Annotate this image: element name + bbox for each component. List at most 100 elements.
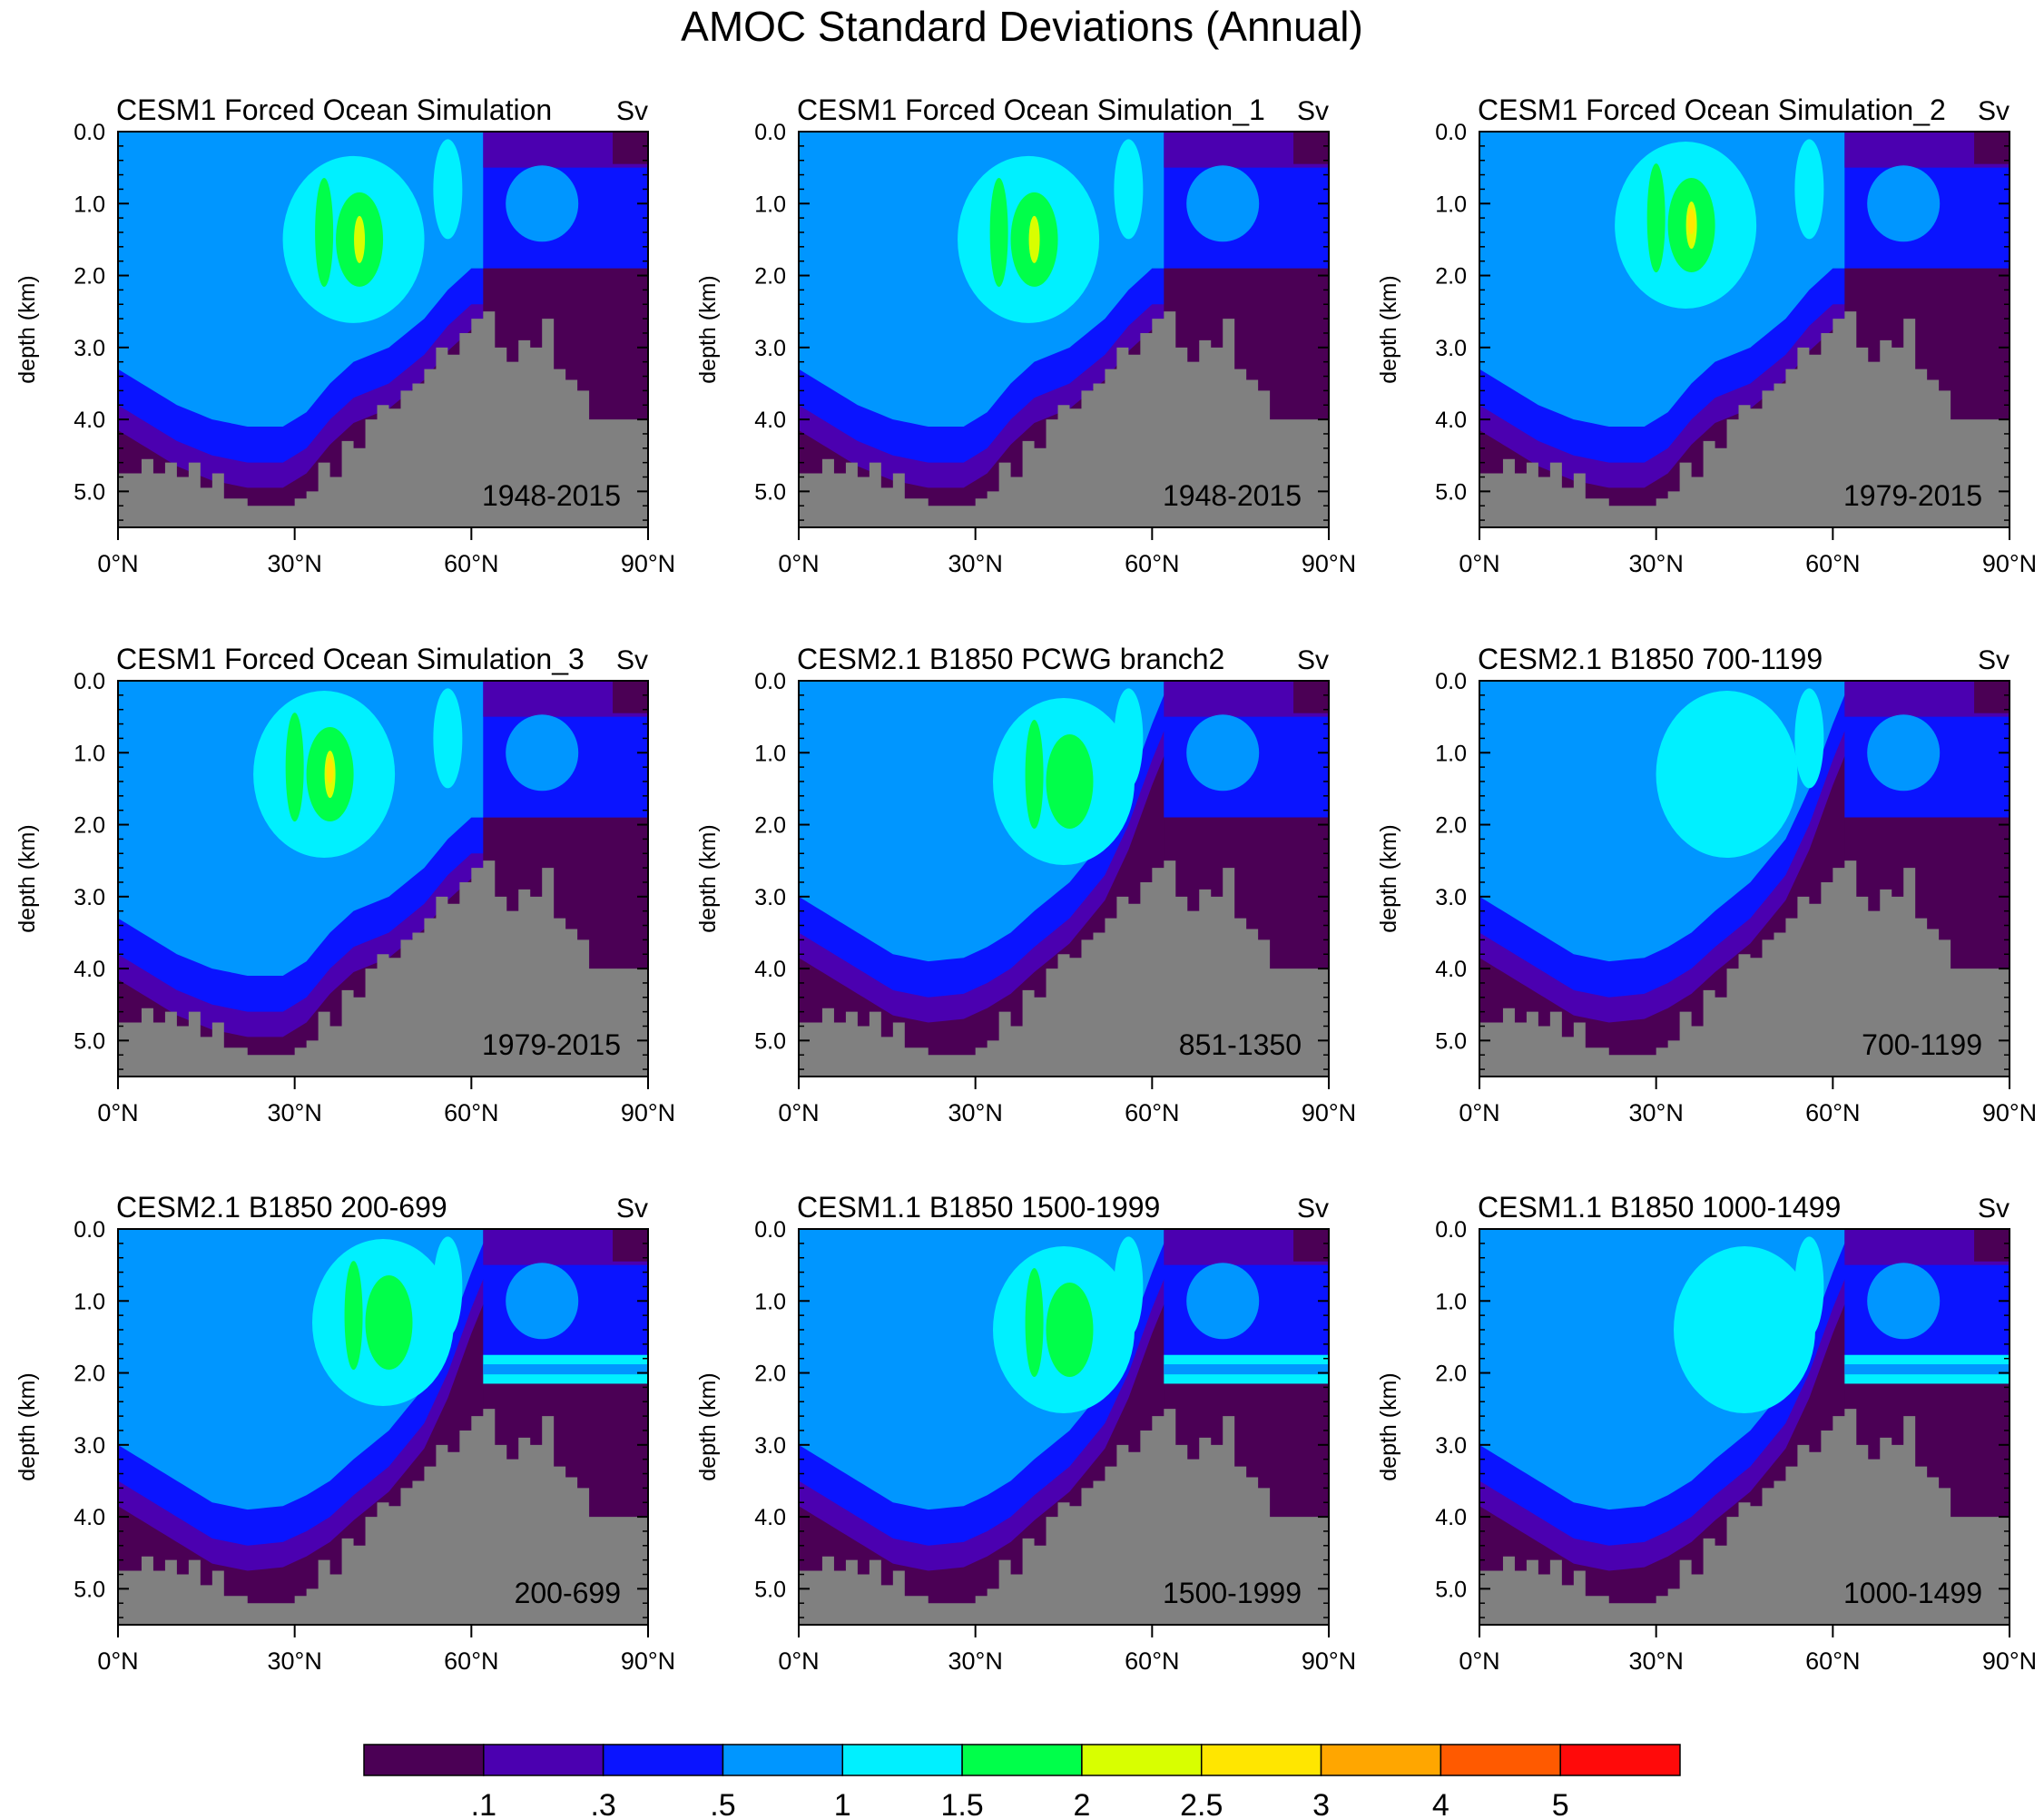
panel-title: CESM1.1 B1850 1000-1499 xyxy=(1478,1191,1841,1224)
y-axis-label: depth (km) xyxy=(1376,1372,1401,1480)
colorbar: .1 .3 .5 1 1.5 2 2.5 3 4 5 xyxy=(363,1744,1681,1819)
north-patch xyxy=(1186,1263,1260,1340)
north-patch xyxy=(1867,714,1941,792)
x-tick-label: 30°N xyxy=(268,550,322,577)
core-band-2-25 xyxy=(1028,215,1040,263)
y-tick-label: 5.0 xyxy=(74,479,105,505)
x-tick-label: 90°N xyxy=(1302,1647,1356,1675)
core-band-15-2 xyxy=(1046,1282,1094,1377)
y-tick-label: 0.0 xyxy=(74,120,105,145)
north-corner xyxy=(1974,132,2010,164)
colorbar-label: 2.5 xyxy=(1180,1788,1223,1819)
y-tick-label: 0.0 xyxy=(74,669,105,694)
colorbar-swatch xyxy=(961,1744,1083,1776)
core-band-15-2-west xyxy=(285,713,304,822)
colorbar-label: 5 xyxy=(1552,1788,1569,1819)
core-band-15-2-west xyxy=(1025,720,1044,830)
colorbar-swatch xyxy=(483,1744,604,1776)
panel-period: 700-1199 xyxy=(1862,1028,1982,1061)
north-corner xyxy=(613,1229,648,1262)
y-tick-label: 5.0 xyxy=(1435,479,1467,505)
sill-band-core xyxy=(1844,1364,2010,1375)
x-tick-label: 30°N xyxy=(948,550,1003,577)
y-tick-label: 4.0 xyxy=(754,1505,786,1530)
y-tick-label: 5.0 xyxy=(74,1577,105,1602)
core-band-15-2-west xyxy=(1646,163,1666,273)
colorbar-swatch xyxy=(722,1744,844,1776)
x-tick-label: 90°N xyxy=(621,1647,675,1675)
panel-period: 1000-1499 xyxy=(1843,1577,1982,1609)
core-band-15-2-west xyxy=(315,177,334,287)
panel-title: CESM1 Forced Ocean Simulation_2 xyxy=(1478,93,1946,126)
y-tick-label: 3.0 xyxy=(74,885,105,910)
panel-3: 0.0 1.0 2.0 3.0 4.0 5.0 0°N 30°N 60°N 90°N depth (… xyxy=(1376,93,2037,577)
y-tick-label: 4.0 xyxy=(754,408,786,433)
x-tick-label: 0°N xyxy=(97,1647,138,1675)
y-tick-label: 3.0 xyxy=(74,1433,105,1459)
colorbar-label: .1 xyxy=(471,1788,496,1819)
bottom-topography xyxy=(799,1409,1329,1625)
colorbar-label: 1 xyxy=(834,1788,851,1819)
bottom-topography xyxy=(1479,1409,2010,1625)
x-tick-label: 60°N xyxy=(1805,1647,1860,1675)
bottom-topography xyxy=(799,860,1329,1077)
north-patch xyxy=(506,165,579,242)
x-tick-label: 90°N xyxy=(1982,1647,2037,1675)
north-patch xyxy=(1867,165,1941,242)
colorbar-label: 3 xyxy=(1312,1788,1330,1819)
panel-units: Sv xyxy=(616,645,648,675)
y-axis-label: depth (km) xyxy=(695,1372,721,1480)
y-tick-label: 2.0 xyxy=(754,264,786,290)
north-corner xyxy=(1293,1229,1329,1262)
panel-fields xyxy=(1479,1229,2010,1625)
y-tick-label: 2.0 xyxy=(74,1362,105,1387)
panel-period: 1979-2015 xyxy=(482,1028,621,1061)
x-tick-label: 90°N xyxy=(1302,1099,1356,1126)
core-band-15-2 xyxy=(1046,733,1094,829)
secondary-band-1-15 xyxy=(1114,1236,1144,1337)
y-tick-label: 5.0 xyxy=(754,1028,786,1054)
panel-title: CESM1.1 B1850 1500-1999 xyxy=(797,1191,1160,1224)
panel-frame xyxy=(117,680,649,1077)
x-tick-label: 30°N xyxy=(1629,550,1684,577)
x-tick-label: 0°N xyxy=(778,1099,819,1126)
x-tick-label: 30°N xyxy=(268,1647,322,1675)
panel-fields xyxy=(118,132,648,527)
secondary-band-1-15 xyxy=(1794,688,1824,789)
bottom-topography xyxy=(118,1409,648,1625)
panel-title: CESM1 Forced Ocean Simulation_1 xyxy=(797,93,1265,126)
panel-title: CESM2.1 B1850 700-1199 xyxy=(1478,643,1823,675)
y-tick-label: 3.0 xyxy=(74,336,105,361)
panel-7: 0.0 1.0 2.0 3.0 4.0 5.0 0°N 30°N 60°N 90°N depth (… xyxy=(15,1191,675,1675)
x-tick-label: 90°N xyxy=(621,550,675,577)
y-tick-label: 4.0 xyxy=(1435,408,1467,433)
panel-title: CESM1 Forced Ocean Simulation xyxy=(116,93,552,126)
north-patch xyxy=(1867,1263,1941,1340)
bottom-topography xyxy=(1479,311,2010,527)
panel-period: 1948-2015 xyxy=(1163,479,1302,512)
bottom-topography xyxy=(118,311,648,527)
y-tick-label: 1.0 xyxy=(1435,1289,1467,1314)
y-axis-label: depth (km) xyxy=(695,275,721,383)
y-axis-label: depth (km) xyxy=(15,275,40,383)
figure-title: AMOC Standard Deviations (Annual) xyxy=(681,3,1363,50)
panel-period: 200-699 xyxy=(515,1577,621,1609)
y-tick-label: 2.0 xyxy=(1435,264,1467,290)
x-tick-label: 90°N xyxy=(621,1099,675,1126)
sill-band-core xyxy=(1164,1364,1329,1375)
panel-period: 1979-2015 xyxy=(1843,479,1982,512)
panel-units: Sv xyxy=(1297,96,1329,126)
colorbar-swatch xyxy=(1200,1744,1322,1776)
y-tick-label: 0.0 xyxy=(754,669,786,694)
y-tick-label: 1.0 xyxy=(754,192,786,217)
colorbar-swatch xyxy=(1320,1744,1442,1776)
panel-frame xyxy=(798,680,1330,1077)
north-patch xyxy=(506,714,579,792)
y-tick-label: 0.0 xyxy=(1435,1217,1467,1243)
panel-title: CESM2.1 B1850 PCWG branch2 xyxy=(797,643,1224,675)
secondary-band-1-15 xyxy=(1794,139,1824,240)
panel-units: Sv xyxy=(616,1194,648,1224)
panel-fields xyxy=(799,132,1329,527)
panel-frame xyxy=(1479,131,2010,528)
x-tick-label: 60°N xyxy=(1125,550,1179,577)
